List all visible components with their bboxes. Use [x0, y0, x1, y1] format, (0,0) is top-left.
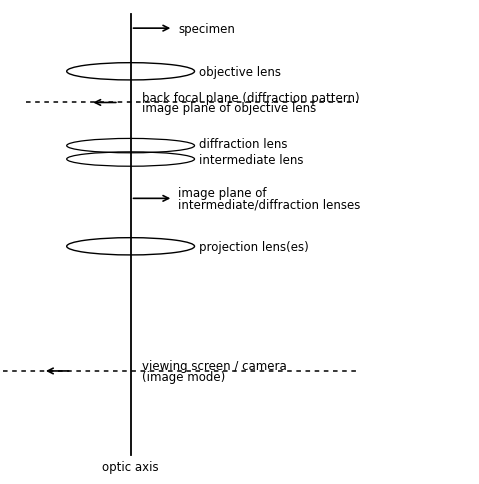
Text: image plane of: image plane of — [178, 187, 266, 200]
Text: image plane of objective lens: image plane of objective lens — [142, 102, 317, 115]
Text: specimen: specimen — [178, 23, 235, 35]
Text: (image mode): (image mode) — [142, 370, 226, 383]
Text: objective lens: objective lens — [199, 66, 281, 78]
Text: diffraction lens: diffraction lens — [199, 138, 288, 151]
Text: optic axis: optic axis — [103, 460, 159, 473]
Text: intermediate lens: intermediate lens — [199, 154, 304, 167]
Text: projection lens(es): projection lens(es) — [199, 240, 309, 253]
Text: back focal plane (diffraction pattern): back focal plane (diffraction pattern) — [142, 92, 360, 105]
Text: intermediate/diffraction lenses: intermediate/diffraction lenses — [178, 198, 360, 211]
Text: viewing screen / camera: viewing screen / camera — [142, 359, 287, 372]
